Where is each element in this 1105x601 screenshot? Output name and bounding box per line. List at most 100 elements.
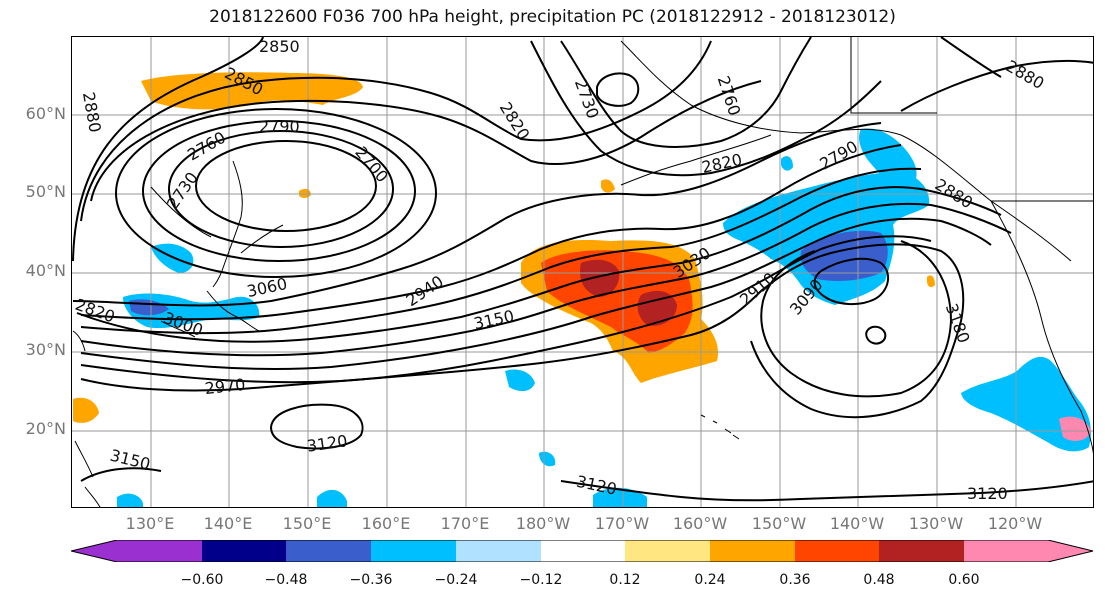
precip-cyan-south-1	[317, 490, 347, 507]
contour-2940	[80, 144, 902, 321]
lon-label-120w: 120°W	[987, 514, 1043, 533]
contour-2910	[72, 122, 882, 307]
colorbar-tick: 0.48	[863, 572, 895, 588]
precip-orange-small-2	[601, 179, 615, 193]
contour-arctic-2730	[596, 72, 640, 107]
colorbar-outline	[71, 540, 1094, 562]
precip-cyan-se	[961, 356, 1091, 452]
contour-label: 3180	[942, 301, 974, 346]
colorbar-seg-5	[541, 540, 625, 562]
contour-label: 2850	[259, 37, 300, 56]
contour-label: 2880	[79, 91, 105, 134]
lon-label-130w: 130°W	[908, 514, 964, 533]
contour-3180	[813, 257, 890, 305]
colorbar-tick: −0.60	[180, 572, 224, 588]
contour-label: 2700	[351, 143, 392, 186]
coast-hawaii	[700, 414, 740, 440]
colorbar	[71, 540, 1094, 562]
precip-positive-regions	[73, 72, 935, 423]
precip-darkred-main	[579, 259, 620, 297]
contour-3060	[80, 217, 992, 371]
contour-2790	[115, 108, 437, 278]
precip-redorange-main	[541, 250, 693, 353]
lon-label-170e: 170°E	[440, 514, 490, 533]
contour-2730	[168, 130, 394, 248]
lon-label-180w: 180°W	[515, 514, 571, 533]
contour-label: 2790	[259, 117, 300, 136]
contour-label: 3120	[575, 472, 619, 499]
contour-2760	[142, 120, 416, 262]
contour-label: 3060	[245, 274, 289, 301]
coastlines	[72, 37, 1093, 507]
contour-2760-east	[560, 37, 812, 148]
colorbar-seg-6	[625, 540, 710, 562]
coast-japan	[160, 290, 260, 338]
lon-label-160w: 160°W	[672, 514, 728, 533]
lat-label-20n: 20°N	[25, 419, 66, 438]
colorbar-tick: −0.36	[349, 572, 393, 588]
contour-3150-east	[760, 240, 953, 398]
coast-philippines	[74, 440, 101, 507]
contour-3090	[80, 235, 932, 384]
colorbar-tick: 0.36	[779, 572, 811, 588]
lat-label-40n: 40°N	[25, 261, 66, 280]
precip-cyan-south-2	[593, 487, 647, 507]
lon-label-160e: 160°E	[361, 514, 411, 533]
lat-label-50n: 50°N	[25, 182, 66, 201]
colorbar-tick: −0.48	[264, 572, 308, 588]
contour-2970	[80, 167, 922, 335]
contour-3120-south	[80, 467, 1093, 502]
map-panel: 2850 2850 2880 2790 2760 2730 2700 2820 …	[71, 36, 1094, 508]
contour-label: 2790	[816, 137, 861, 174]
colorbar-seg-9	[879, 540, 964, 562]
contour-2700	[195, 140, 377, 232]
colorbar-seg-0	[71, 540, 202, 562]
contour-label: 2820	[496, 99, 534, 144]
lon-label-130e: 130°E	[125, 514, 175, 533]
colorbar-tick: 0.12	[609, 572, 641, 588]
lat-label-60n: 60°N	[25, 104, 66, 123]
colorbar-seg-10	[964, 540, 1093, 562]
lon-label-150w: 150°W	[751, 514, 807, 533]
contour-2790-east	[530, 40, 882, 177]
coast-aleutians	[620, 134, 772, 186]
contour-label: 2820	[73, 295, 118, 327]
precip-cyan-alaska	[781, 156, 793, 171]
colorbar-tick: 0.60	[948, 572, 980, 588]
precip-pink-se	[1059, 416, 1091, 441]
colorbar-tick: 0.24	[694, 572, 726, 588]
contour-2850-west	[80, 40, 712, 222]
colorbar-seg-8	[795, 540, 879, 562]
contour-3120	[80, 243, 965, 419]
lon-label-140w: 140°W	[829, 514, 885, 533]
precip-cyan-pacific-1	[505, 369, 535, 392]
contour-label: 2970	[204, 375, 246, 398]
lon-label-140e: 140°E	[203, 514, 253, 533]
colorbar-seg-4	[456, 540, 541, 562]
precip-orange-small-3	[927, 275, 935, 288]
colorbar-seg-7	[710, 540, 795, 562]
map-title: 2018122600 F036 700 hPa height, precipit…	[209, 7, 896, 27]
contour-small-high	[865, 325, 887, 345]
contour-2820-west	[90, 80, 762, 202]
colorbar-seg-1	[202, 540, 286, 562]
lon-label-170w: 170°W	[594, 514, 650, 533]
colorbar-seg-3	[371, 540, 456, 562]
border-alaska	[850, 37, 937, 114]
contour-label: 3120	[306, 431, 349, 455]
colorbar-tick: −0.12	[519, 572, 563, 588]
contour-3030	[80, 202, 1012, 357]
precip-cyan-kamchatka	[151, 243, 194, 273]
coast-sea-okhotsk	[150, 186, 212, 238]
colorbar-seg-2	[286, 540, 371, 562]
precip-cyan-south-3	[117, 493, 143, 507]
colorbar-tick: −0.24	[434, 572, 478, 588]
precip-cyan-east-coast	[859, 128, 917, 191]
precip-orange-small-1	[299, 188, 311, 198]
coast-na-west	[990, 200, 1093, 454]
contour-3000	[76, 186, 1002, 343]
height-contours	[72, 37, 1093, 502]
contour-label: 3120	[967, 484, 1008, 503]
coast-alaska	[620, 40, 1072, 262]
precip-orange-west	[73, 397, 99, 423]
